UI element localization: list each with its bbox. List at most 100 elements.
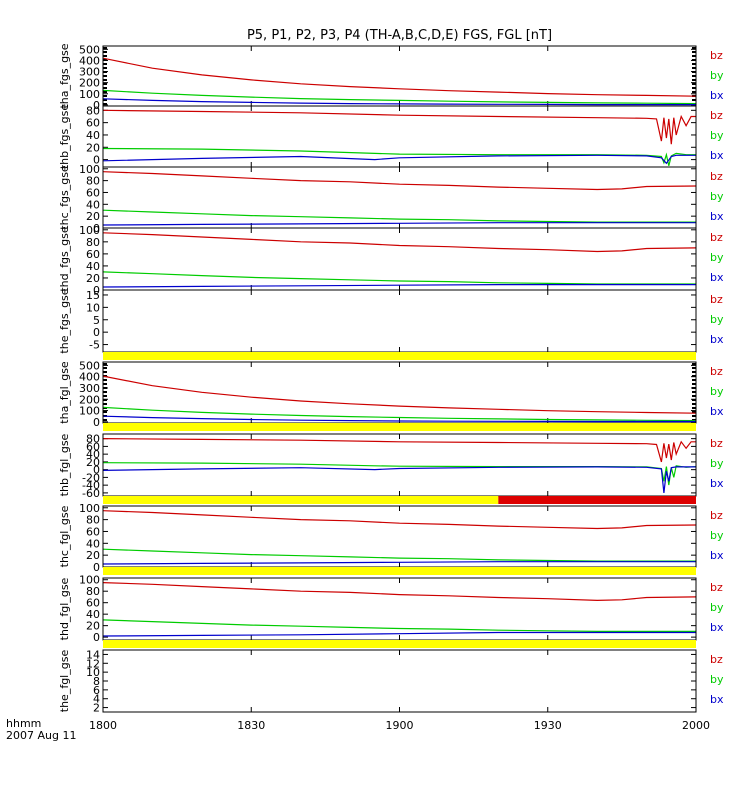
legend-bx: bx <box>710 149 724 162</box>
series-bx <box>103 561 696 565</box>
ytick-label: 80 <box>86 104 100 117</box>
legend-bz: bz <box>710 170 723 183</box>
ytick-label: 0 <box>93 326 100 339</box>
ytick-label: 8 <box>93 675 100 688</box>
ytick-label: 500 <box>79 43 100 56</box>
flag-segment-yellow <box>103 567 696 575</box>
legend-bx: bx <box>710 89 724 102</box>
ylabel-tha_fgl_gse: tha_fgl_gse <box>58 361 71 424</box>
legend-by: by <box>710 190 724 203</box>
ytick-label: 40 <box>86 608 100 621</box>
ytick-label: 0 <box>93 631 100 644</box>
legend-bz: bz <box>710 49 723 62</box>
ytick-label: 80 <box>86 514 100 527</box>
xtick-label: 1900 <box>386 719 414 732</box>
ytick-label: 60 <box>86 597 100 610</box>
series-bx <box>103 284 696 288</box>
xtick-label: 1930 <box>534 719 562 732</box>
ytick-label: 100 <box>79 224 100 237</box>
ytick-label: 60 <box>86 117 100 130</box>
ytick-label: 6 <box>93 684 100 697</box>
series-by <box>103 548 696 562</box>
legend-by: by <box>710 457 724 470</box>
ylabel-thb_fgl_gse: thb_fgl_gse <box>58 433 71 496</box>
ytick-label: 200 <box>79 77 100 90</box>
series-bx <box>103 631 696 637</box>
panel-frame <box>102 45 697 107</box>
ytick-label: 0 <box>93 99 100 112</box>
time-format-label: hhmm <box>6 717 42 730</box>
ylabel-thc_fgl_gse: thc_fgl_gse <box>58 505 71 567</box>
ytick-label: 20 <box>86 549 100 562</box>
series-bz <box>103 109 696 145</box>
ytick-label: 10 <box>86 666 100 679</box>
ytick-label: 20 <box>86 210 100 223</box>
xtick-label: 2000 <box>682 719 710 732</box>
ytick-label: 15 <box>86 289 100 302</box>
flag-segment-yellow <box>103 423 696 431</box>
ytick-label: 5 <box>93 314 100 327</box>
legend-bz: bz <box>710 231 723 244</box>
legend-bz: bz <box>710 509 723 522</box>
ytick-label: 4 <box>93 693 100 706</box>
ytick-label: 400 <box>79 371 100 384</box>
ylabel-thd_fgl_gse: thd_fgl_gse <box>58 577 71 640</box>
flag-segment-yellow <box>103 496 499 504</box>
ytick-label: 100 <box>79 502 100 515</box>
legend-bz: bz <box>710 293 723 306</box>
xtick-label: 1800 <box>89 719 117 732</box>
series-by <box>103 406 696 422</box>
legend-by: by <box>710 129 724 142</box>
legend-by: by <box>710 69 724 82</box>
ytick-label: 40 <box>86 448 100 461</box>
ytick-label: 60 <box>86 525 100 538</box>
ytick-label: 200 <box>79 393 100 406</box>
series-by <box>103 147 696 166</box>
legend-by: by <box>710 251 724 264</box>
legend-bz: bz <box>710 581 723 594</box>
ytick-label: 20 <box>86 620 100 633</box>
ytick-label: 40 <box>86 129 100 142</box>
ytick-label: -20 <box>82 471 100 484</box>
legend-by: by <box>710 673 724 686</box>
ylabel-the_fgs_gse: the_fgs_gse <box>58 288 71 353</box>
ytick-label: 300 <box>79 66 100 79</box>
series-bx <box>103 222 696 226</box>
ytick-label: 20 <box>86 272 100 285</box>
ylabel-thc_fgs_gse: thc_fgs_gse <box>58 165 71 230</box>
ytick-label: 20 <box>86 141 100 154</box>
legend-by: by <box>710 385 724 398</box>
ytick-label: 40 <box>86 198 100 211</box>
ytick-label: 0 <box>93 284 100 297</box>
ytick-label: -40 <box>82 479 100 492</box>
legend-bz: bz <box>710 109 723 122</box>
legend-bx: bx <box>710 477 724 490</box>
ytick-label: 500 <box>79 359 100 372</box>
ytick-label: 80 <box>86 585 100 598</box>
chart-title: P5, P1, P2, P3, P4 (TH-A,B,C,D,E) FGS, F… <box>246 28 553 43</box>
date-label: 2007 Aug 11 <box>6 729 77 742</box>
ytick-label: 60 <box>86 440 100 453</box>
series-by <box>103 89 696 105</box>
ytick-label: -5 <box>89 339 100 352</box>
series-by <box>103 619 696 633</box>
xtick-label: 1830 <box>237 719 265 732</box>
series-by <box>103 271 696 285</box>
panel-frame <box>102 289 697 353</box>
ytick-label: 100 <box>79 405 100 418</box>
legend-bx: bx <box>710 549 724 562</box>
ylabel-tha_fgs_gse: tha_fgs_gse <box>58 43 71 108</box>
ytick-label: -60 <box>82 487 100 500</box>
panel-frame <box>102 649 697 713</box>
series-bx <box>103 466 696 493</box>
legend-bx: bx <box>710 333 724 346</box>
series-bz <box>103 57 696 97</box>
series-by <box>103 209 696 223</box>
ylabel-the_fgl_gse: the_fgl_gse <box>58 650 71 713</box>
legend-bx: bx <box>710 405 724 418</box>
legend-bx: bx <box>710 271 724 284</box>
